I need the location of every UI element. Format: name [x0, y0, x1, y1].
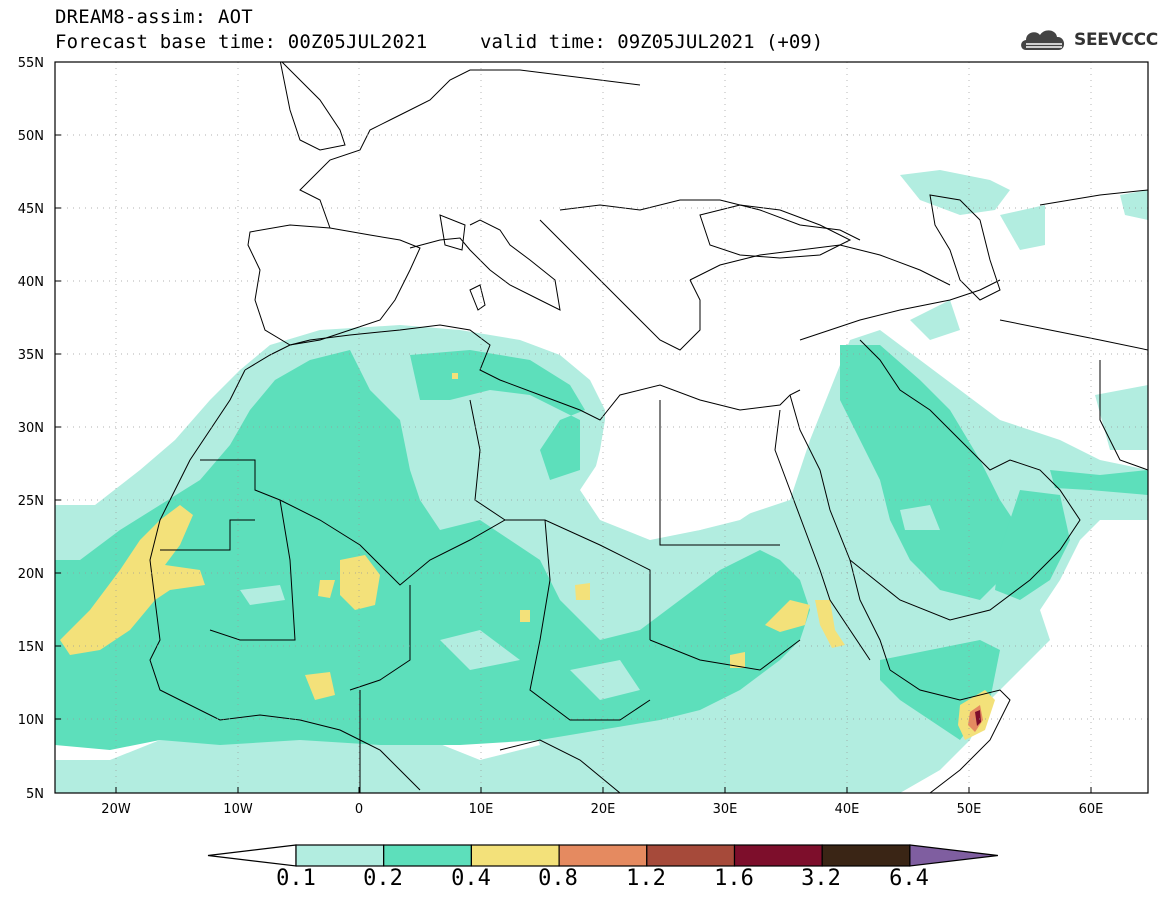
aot-field-1-6 [975, 710, 981, 726]
graticule [55, 62, 1148, 793]
lon-label: 0 [355, 802, 363, 817]
colorbar-arrow-high [909, 844, 998, 867]
colorbar-bin [733, 844, 823, 867]
colorbar-bin [821, 844, 911, 867]
colorbar-label: 0.4 [451, 866, 491, 891]
lat-label: 25N [18, 494, 44, 509]
colorbar-label: 1.6 [714, 866, 754, 891]
lon-label: 20W [101, 802, 131, 817]
lat-label: 30N [18, 421, 44, 436]
colorbar-label: 0.2 [363, 866, 403, 891]
logo-text: SEEVCCC [1074, 30, 1158, 50]
forecast-base-time: Forecast base time: 00Z05JUL2021 [55, 31, 428, 53]
colorbar-label: 0.8 [538, 866, 578, 891]
colorbar [207, 844, 998, 867]
coastlines [149, 62, 1148, 793]
aot-field-0-2 [55, 345, 1148, 750]
valid-time: valid time: 09Z05JUL2021 (+09) [480, 31, 824, 53]
colorbar-arrow-low [207, 844, 297, 867]
seevccc-logo: SEEVCCC [1018, 25, 1158, 55]
lat-label: 5N [26, 787, 44, 802]
lon-label: 30E [713, 802, 738, 817]
colorbar-bin [470, 844, 560, 867]
axis-ticks [55, 61, 1092, 794]
lat-label: 40N [18, 275, 44, 290]
colorbar-bin [558, 844, 648, 867]
lat-label: 10N [18, 713, 44, 728]
colorbar-label: 3.2 [801, 866, 841, 891]
lat-label: 45N [18, 202, 44, 217]
lon-label: 60E [1079, 802, 1104, 817]
lat-label: 15N [18, 640, 44, 655]
light-holes [240, 505, 940, 700]
lon-label: 20E [591, 802, 616, 817]
colorbar-bin [646, 844, 736, 867]
aot-field-0-4 [60, 373, 995, 740]
latitude-labels: 55N 50N 45N 40N 35N 30N 25N 20N 15N 10N … [18, 56, 44, 802]
lon-label: 10E [469, 802, 494, 817]
lon-label: 40E [835, 802, 860, 817]
lon-label: 50E [957, 802, 982, 817]
colorbar-bin [295, 844, 385, 867]
lat-label: 50N [18, 129, 44, 144]
lat-label: 55N [18, 56, 44, 71]
lat-label: 35N [18, 348, 44, 363]
colorbar-label: 6.4 [889, 866, 929, 891]
colorbar-bin [383, 844, 473, 867]
lon-label: 10W [223, 802, 253, 817]
colorbar-label: 0.1 [276, 866, 316, 891]
colorbar-label: 1.2 [626, 866, 666, 891]
longitude-labels: 20W 10W 0 10E 20E 30E 40E 50E 60E [101, 802, 1103, 817]
cloud-icon [1021, 30, 1065, 50]
lat-label: 20N [18, 567, 44, 582]
map-title: DREAM8-assim: AOT [55, 6, 253, 28]
